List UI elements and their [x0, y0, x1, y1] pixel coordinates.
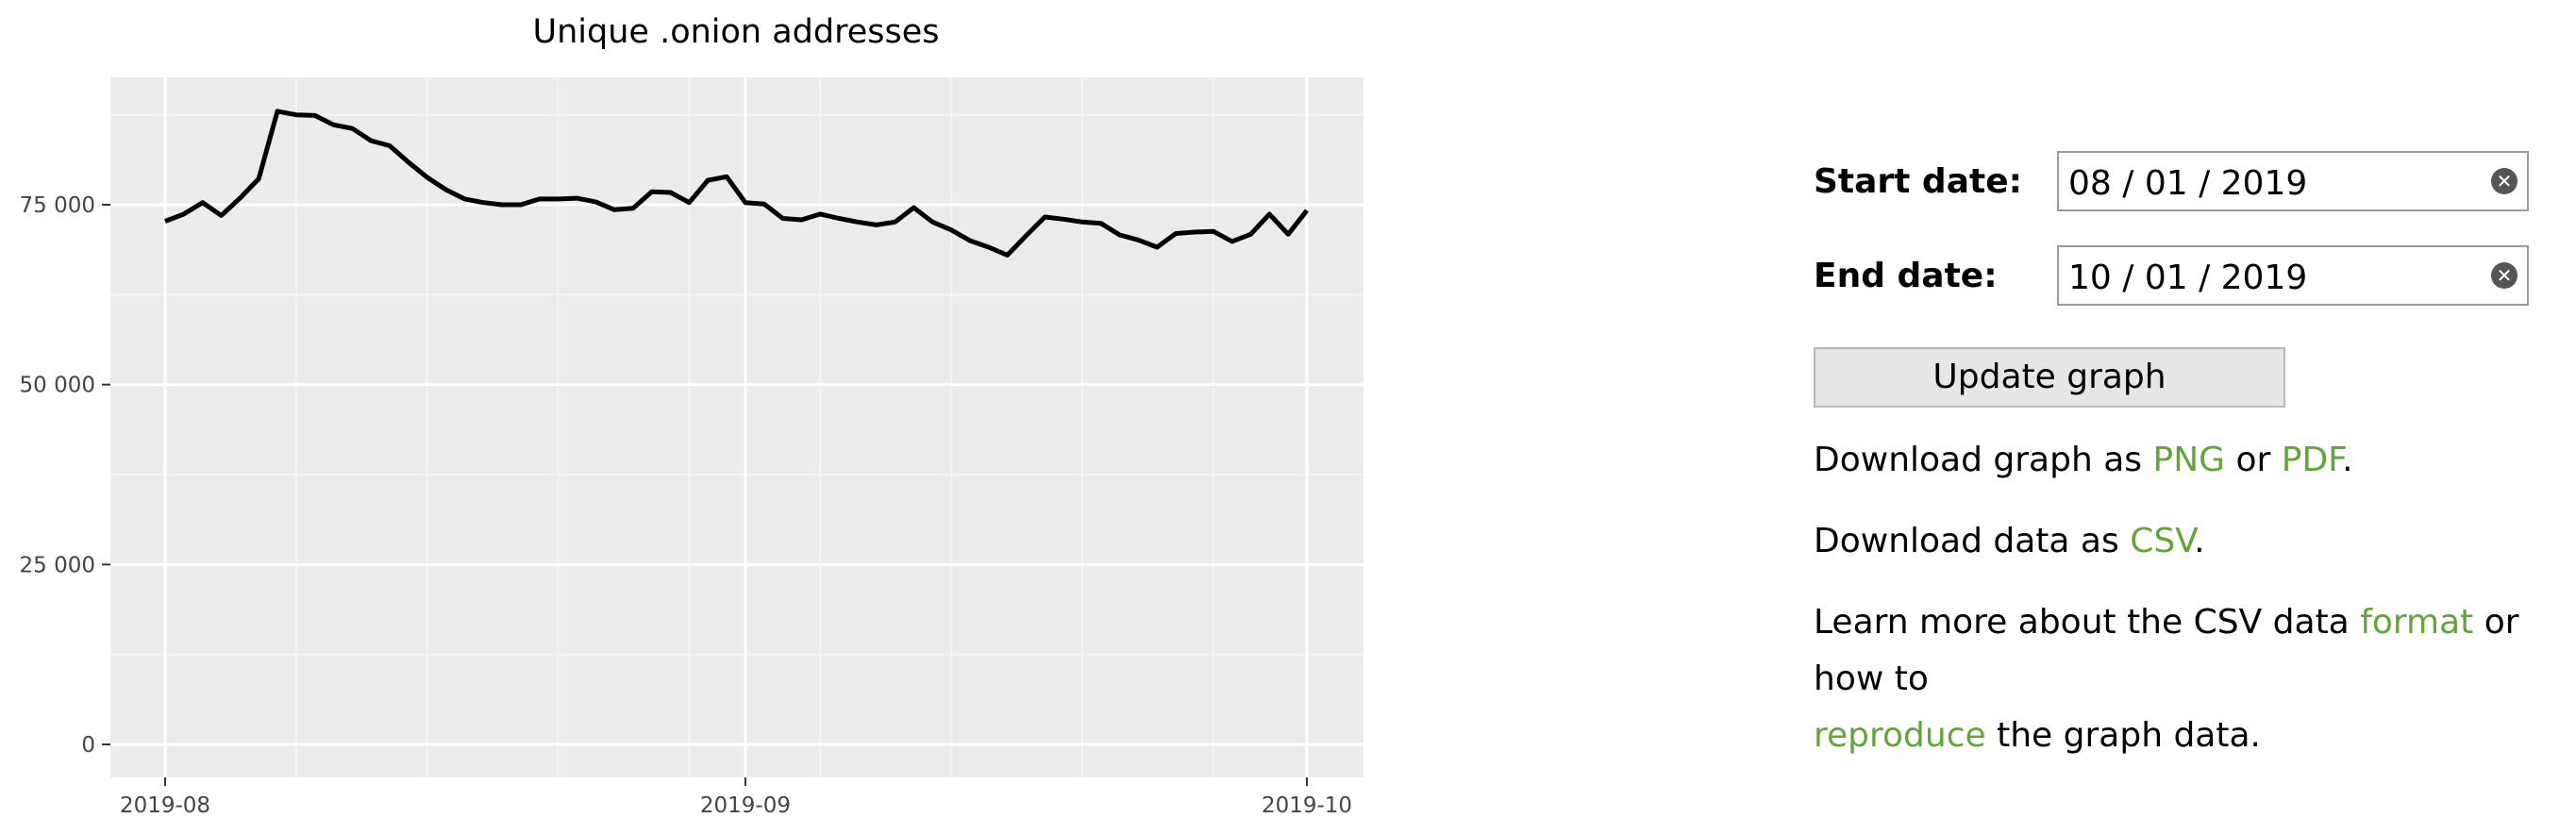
- or-text: or: [2225, 441, 2282, 479]
- plot-panel: [110, 77, 1363, 777]
- end-date-input[interactable]: 10 / 01 / 2019 ✕: [2057, 245, 2529, 306]
- chart-title: Unique .onion addresses: [532, 13, 939, 51]
- x-tick-label: 2019-08: [120, 793, 210, 818]
- x-tick-label: 2019-09: [700, 793, 791, 818]
- x-axis: 2019-08 2019-09 2019-10: [120, 777, 1352, 818]
- x-tick-label: 2019-10: [1262, 793, 1352, 818]
- y-tick-label: 75 000: [20, 193, 95, 218]
- y-tick-label: 50 000: [20, 374, 95, 398]
- major-gridlines: [110, 77, 1363, 777]
- png-link[interactable]: PNG: [2152, 441, 2226, 479]
- start-date-input[interactable]: 08 / 01 / 2019 ✕: [2057, 151, 2529, 211]
- start-date-value: 08 / 01 / 2019: [2068, 164, 2308, 203]
- y-axis: 0 25 000 50 000 75 000: [20, 193, 110, 758]
- learn-suffix: the graph data.: [1985, 716, 2261, 755]
- format-link[interactable]: format: [2360, 603, 2474, 642]
- clear-start-icon[interactable]: ✕: [2491, 168, 2517, 194]
- pdf-link[interactable]: PDF: [2281, 441, 2343, 479]
- period-text: .: [2194, 522, 2205, 560]
- period-text: .: [2342, 441, 2353, 479]
- learn-more-text: Learn more about the CSV data format or …: [1814, 594, 2568, 764]
- csv-link[interactable]: CSV: [2130, 522, 2195, 560]
- end-date-label: End date:: [1814, 257, 1998, 295]
- update-graph-button[interactable]: Update graph: [1814, 347, 2285, 408]
- download-graph-text: Download graph as PNG or PDF.: [1814, 432, 2568, 489]
- learn-middle: or how to: [1814, 603, 2519, 698]
- y-tick-label: 25 000: [20, 553, 95, 577]
- start-date-row: Start date: 08 / 01 / 2019 ✕: [1814, 151, 2568, 217]
- reproduce-link[interactable]: reproduce: [1814, 716, 1986, 755]
- line-chart: Unique .onion addresses 0 25 000 50 000 75 …: [20, 13, 1363, 818]
- end-date-value: 10 / 01 / 2019: [2068, 259, 2308, 297]
- download-data-text: Download data as CSV.: [1814, 513, 2568, 570]
- download-data-prefix: Download data as: [1814, 522, 2131, 560]
- start-date-label: Start date:: [1814, 162, 2023, 201]
- minor-gridlines: [110, 77, 1363, 777]
- learn-prefix: Learn more about the CSV data: [1814, 603, 2361, 642]
- y-tick-label: 0: [81, 733, 95, 758]
- series-line: [164, 109, 1309, 258]
- controls-panel: Start date: 08 / 01 / 2019 ✕ End date: 1…: [1814, 151, 2568, 755]
- end-date-row: End date: 10 / 01 / 2019 ✕: [1814, 245, 2568, 311]
- clear-end-icon[interactable]: ✕: [2491, 262, 2517, 289]
- download-graph-prefix: Download graph as: [1814, 441, 2153, 479]
